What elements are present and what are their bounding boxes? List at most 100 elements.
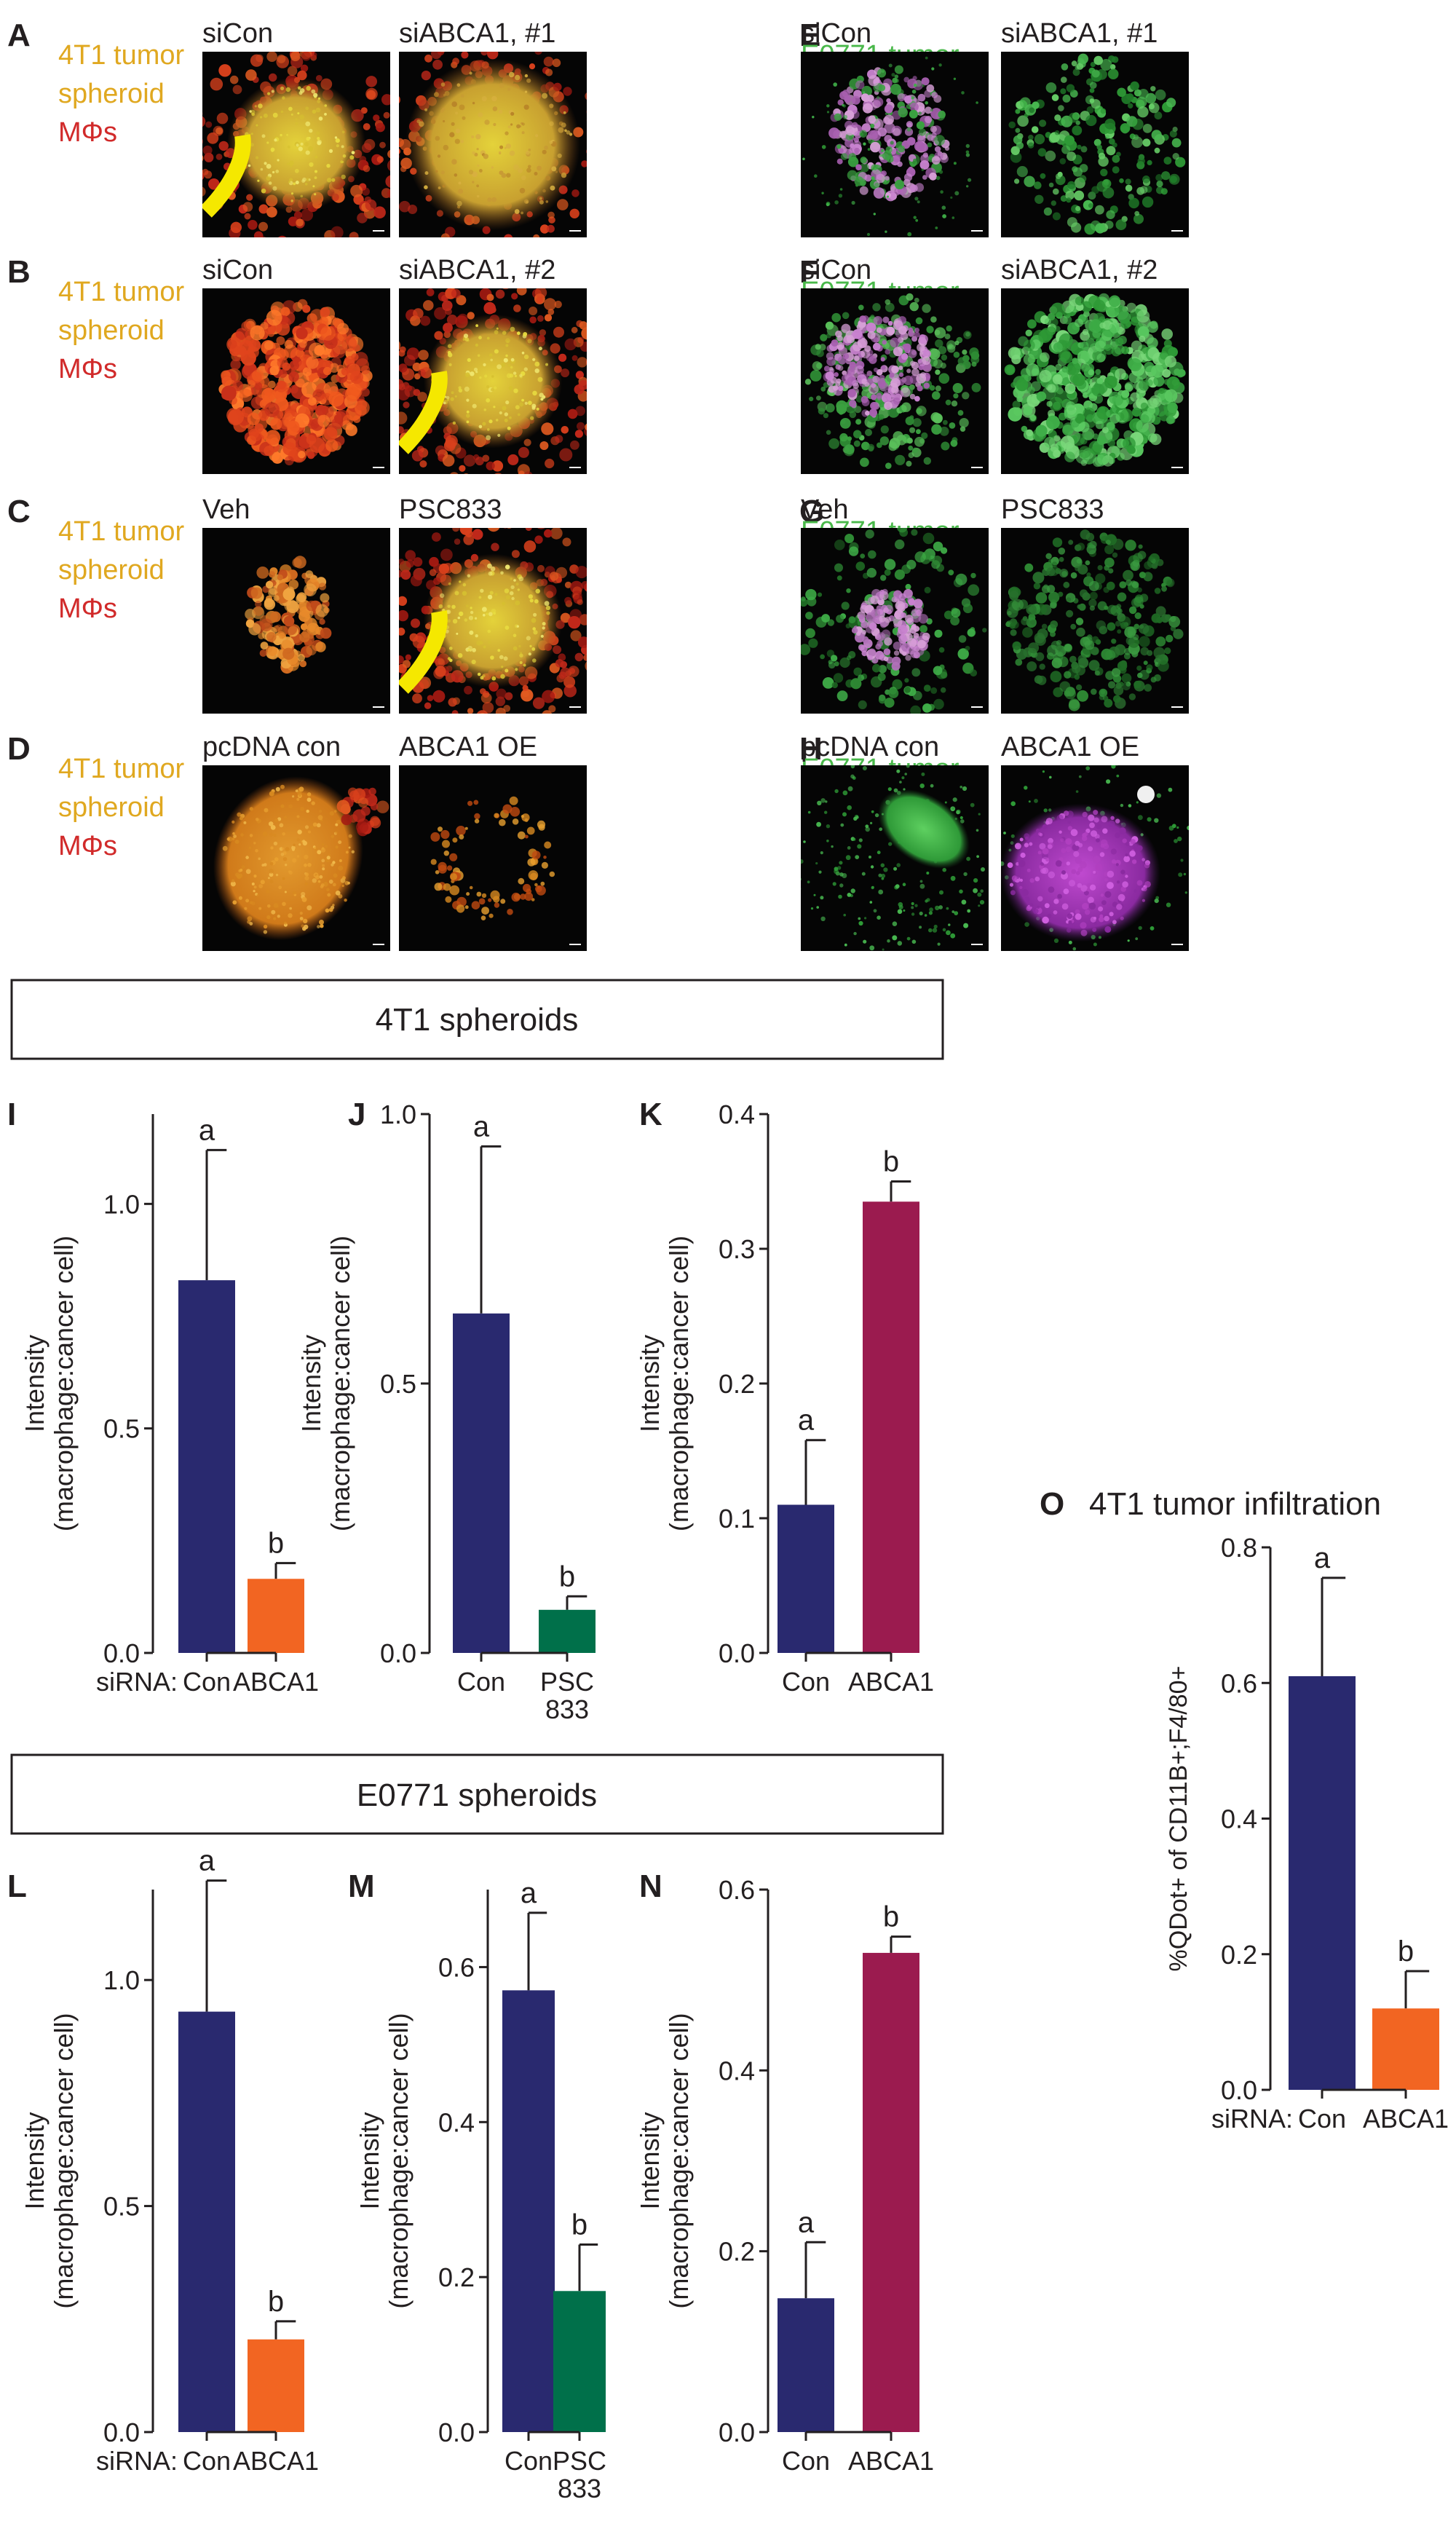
panel-letter: B [7,254,31,290]
micrograph-image [801,765,989,951]
panel-letter: D [7,731,31,767]
significance-letter: b [571,2209,587,2241]
condition-caption: siCon [801,255,871,285]
condition-caption: PSC833 [399,494,502,525]
condition-caption: ABCA1 OE [399,732,537,762]
y-axis-label: (macrophage:cancer cell) [664,1236,694,1531]
y-tick-label: 0.2 [719,2237,755,2267]
y-axis-label: %QDot+ of CD11B+;F4/80+ [1165,1666,1192,1972]
y-tick-label: 0.6 [1221,1668,1257,1698]
condition-caption: siABCA1, #2 [1001,255,1158,285]
y-tick-label: 0.0 [719,2418,755,2447]
condition-caption: Veh [202,494,250,525]
x-tick-label: Con [183,1667,231,1697]
significance-letter: a [798,1405,815,1437]
bar-abca1 [248,1579,304,1653]
panel-letter: O [1040,1486,1064,1522]
condition-caption: pcDNA con [801,732,939,762]
micrograph-image [1001,288,1189,474]
micrograph-panels: A 4T1 tumor spheroid MΦs siCon siABCA1, #1 B 4T… [7,17,1189,951]
y-tick-label: 0.4 [719,2056,755,2085]
micrograph-image [801,528,989,714]
significance-letter: b [883,1901,899,1933]
micrograph-image [1001,52,1189,237]
condition-caption: ABCA1 OE [1001,732,1139,762]
y-tick-label: 0.4 [438,2107,475,2137]
chart-title: 4T1 tumor infiltration [1089,1486,1381,1522]
micrograph-image [202,52,390,237]
x-tick-label: Con [782,1667,830,1697]
condition-caption: siABCA1, #2 [399,255,555,285]
condition-caption: pcDNA con [202,732,341,762]
panel-letter: L [7,1868,27,1904]
condition-caption: siABCA1, #1 [399,18,555,49]
condition-caption: siCon [202,255,273,285]
panel-letter: H [799,731,823,767]
y-tick-label: 0.6 [438,1952,475,1982]
bar-con [453,1313,510,1653]
y-axis-label: (macrophage:cancer cell) [325,1236,355,1531]
x-tick-label: Con [457,1667,505,1697]
y-tick-label: 0.8 [1221,1533,1257,1563]
panel-letter: J [348,1097,365,1132]
y-axis-label: Intensity [20,1335,50,1432]
y-axis-label: (macrophage:cancer cell) [384,2013,414,2308]
x-tick-label: 833 [545,1694,589,1724]
significance-letter: a [473,1110,490,1142]
chart-panel-L: L 0.0 0.5 1.0 Intensity (macrophage:cancer ce… [7,1845,319,2476]
y-tick-label: 0.0 [103,2418,140,2447]
x-tick-label: Con [183,2446,231,2476]
x-tick-label: PSC [540,1667,594,1697]
significance-letter: b [883,1146,899,1178]
condition-caption: PSC833 [1001,494,1104,525]
chart-panel-J: J 0.0 0.5 1.0 Intensity (macrophage:cancer ce… [296,1097,596,1724]
significance-letter: a [1314,1542,1331,1574]
channel-label: spheroid [58,79,165,109]
y-tick-label: 0.0 [1221,2075,1257,2105]
x-tick-label: Con [782,2446,830,2476]
y-axis-label: Intensity [355,2112,384,2209]
y-tick-label: 0.0 [719,1638,755,1668]
condition-caption: siCon [202,18,273,49]
bar-abca1 [863,1952,919,2432]
y-tick-label: 0.2 [719,1369,755,1399]
significance-letter: a [199,1845,215,1877]
chart-panel-K: K 0.0 0.1 0.2 0.3 0.4 Intensity (macrophage:can… [635,1097,934,1697]
micrograph-image [202,288,390,474]
x-tick-label: ABCA1 [233,2446,319,2476]
micrograph-image [1001,528,1189,714]
x-category-prefix: siRNA: [96,2446,178,2476]
bar-con [178,1280,235,1653]
y-tick-label: 0.5 [380,1369,416,1399]
y-axis-label: Intensity [20,2112,50,2209]
chart-panel-O: O 0.0 0.2 0.4 0.6 0.8 %QDot+ of CD11B+;F4/80+ 4… [1040,1486,1449,2134]
significance-letter: b [268,2286,284,2318]
significance-letter: a [521,1877,537,1909]
panel-letter: N [639,1868,662,1904]
channel-label: spheroid [58,315,165,346]
y-tick-label: 0.4 [719,1100,755,1129]
x-category-prefix: siRNA: [96,1667,178,1697]
image-panel-A: A 4T1 tumor spheroid MΦs siCon siABCA1, #1 [7,17,587,237]
x-tick-label: 833 [558,2474,601,2503]
y-tick-label: 0.6 [719,1875,755,1905]
micrograph-image [399,528,587,714]
significance-letter: a [199,1114,215,1146]
section-header-4t1-text: 4T1 spheroids [376,1002,579,1038]
micrograph-image [801,288,989,474]
x-tick-label: ABCA1 [848,2446,934,2476]
y-tick-label: 0.4 [1221,1804,1257,1834]
bar-con [502,1990,555,2432]
x-category-prefix: siRNA: [1211,2104,1293,2134]
image-panel-C: C 4T1 tumor spheroid MΦs Veh PSC833 [7,494,587,714]
x-tick-label: Con [1298,2104,1346,2134]
condition-caption: siCon [801,18,871,49]
bar-psc-833 [553,2291,606,2432]
channel-label: 4T1 tumor [58,40,185,71]
micrograph-image [202,528,390,714]
y-tick-label: 0.0 [103,1638,140,1668]
